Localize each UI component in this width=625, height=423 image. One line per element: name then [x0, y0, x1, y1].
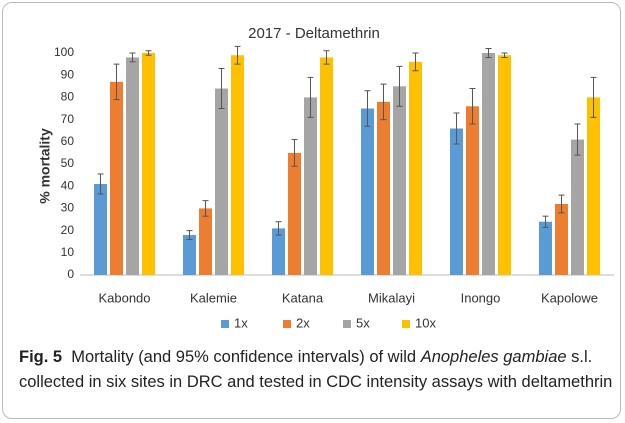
y-tick-label: 60 [61, 134, 75, 148]
bar [183, 235, 196, 275]
bar [288, 152, 301, 275]
bar [272, 228, 285, 275]
error-bar [590, 76, 597, 118]
y-tick-label: 80 [61, 90, 75, 104]
error-bar [558, 194, 565, 214]
chart-title: 2017 - Deltamethrin [248, 25, 380, 42]
error-bar [234, 45, 241, 65]
error-bar [218, 68, 225, 109]
error-bar [145, 50, 152, 56]
error-bar [453, 112, 460, 145]
error-bar [113, 63, 120, 101]
caption-part: Anopheles gambiae [420, 348, 567, 366]
legend-swatch [221, 320, 229, 328]
bar [482, 53, 495, 275]
error-bar [574, 123, 581, 156]
x-tick-label: Kabondo [98, 290, 150, 305]
x-tick-label: Kalemie [190, 290, 237, 305]
y-tick-label: 70 [61, 112, 75, 126]
bar [94, 183, 107, 275]
error-bar [380, 83, 387, 121]
x-tick-label: Katana [282, 290, 324, 305]
y-tick-label: 100 [54, 45, 74, 59]
bar [555, 203, 568, 275]
y-tick-label: 20 [61, 223, 75, 237]
y-tick-label: 50 [61, 156, 75, 170]
caption-part: s.l. collected in six sites in DRC and t… [19, 348, 613, 391]
y-tick-label: 10 [61, 245, 75, 259]
legend-swatch [283, 320, 291, 328]
bar [126, 57, 139, 275]
error-bar [485, 48, 492, 58]
caption-part: Mortality (and 95% confidence intervals)… [71, 348, 421, 366]
error-bar [202, 200, 209, 217]
error-bar [129, 52, 136, 63]
bar [450, 128, 463, 275]
legend-label: 1x [234, 315, 248, 330]
y-tick-label: 0 [67, 267, 74, 281]
error-bar [364, 90, 371, 127]
bar [587, 97, 600, 276]
bar [110, 81, 123, 275]
bar [466, 106, 479, 275]
x-tick-label: Mikalayi [368, 290, 415, 305]
bar [142, 53, 155, 275]
x-tick-label: Inongo [461, 290, 501, 305]
y-tick-label: 40 [61, 178, 75, 192]
legend-label: 10x [415, 315, 436, 330]
caption: Fig. 5 Mortality (and 95% confidence int… [19, 345, 619, 395]
error-bar [412, 52, 419, 72]
bar [571, 139, 584, 275]
error-bar [291, 139, 298, 167]
error-bar [396, 65, 403, 107]
error-bar [542, 215, 549, 228]
y-tick-label: 90 [61, 67, 75, 81]
y-tick-label: 30 [61, 201, 75, 215]
chart: 2017 - Deltamethrin % mortality 0 10 20 30 4… [37, 25, 614, 330]
bar [539, 221, 552, 275]
legend-label: 2x [296, 315, 310, 330]
bar [231, 55, 244, 275]
bar [361, 108, 374, 275]
error-bar [186, 230, 193, 240]
error-bar [469, 88, 476, 125]
bar [377, 101, 390, 275]
error-bar [323, 50, 330, 65]
caption-text: Mortality (and 95% confidence intervals)… [19, 348, 612, 391]
error-bar [307, 76, 314, 118]
y-axis-label: % mortality [37, 128, 53, 204]
bar [215, 88, 228, 276]
error-bar [275, 221, 282, 236]
bar [409, 61, 422, 275]
legend-label: 5x [356, 315, 370, 330]
error-bar [501, 52, 508, 58]
legend-swatch [343, 320, 351, 328]
bar [498, 55, 511, 275]
legend-swatch [402, 320, 410, 328]
bar [320, 57, 333, 275]
bar [304, 97, 317, 276]
bar [393, 86, 406, 275]
figure: 2017 - Deltamethrin % mortality 0 10 20 30 4… [2, 2, 621, 419]
bar [199, 208, 212, 275]
x-tick-label: Kapolowe [541, 290, 598, 305]
error-bar [97, 173, 104, 195]
caption-label: Fig. 5 [19, 348, 63, 366]
